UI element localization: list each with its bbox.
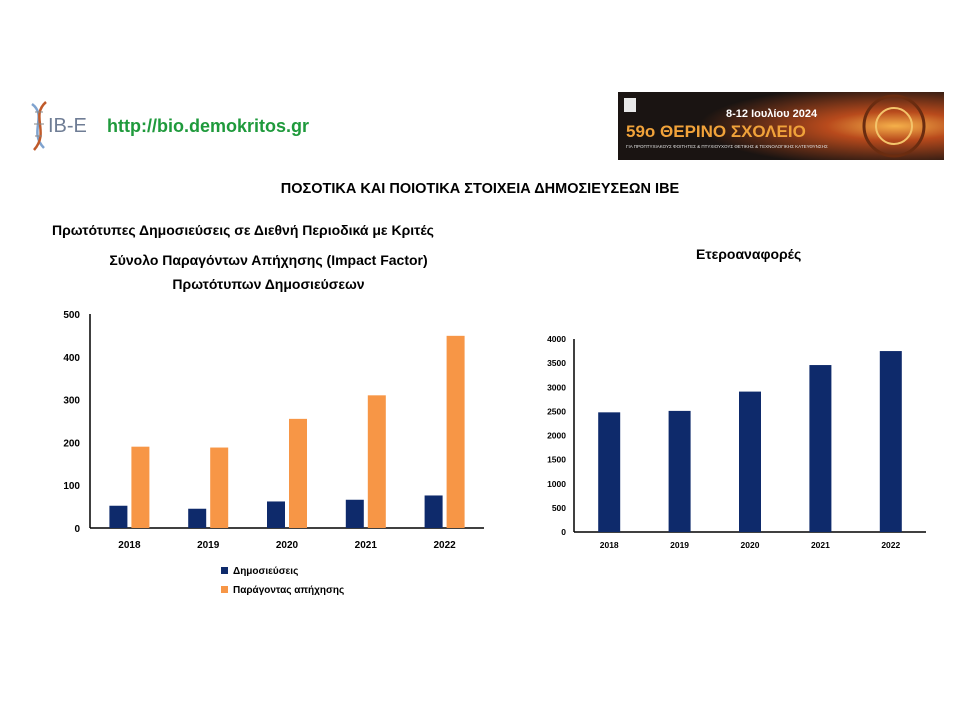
bar-citations (739, 391, 761, 532)
right-heading-citations: Ετεροαναφορές (696, 246, 802, 262)
bar-publications (345, 499, 364, 528)
summer-school-banner[interactable]: 8-12 Ιουλίου 2024 59ο ΘΕΡΙΝΟ ΣΧΟΛΕΙΟ ΓΙΑ… (618, 92, 944, 160)
x-tick-label: 2020 (741, 540, 760, 550)
page-title: ΠΟΣΟΤΙΚΑ ΚΑΙ ΠΟΙΟΤΙΚΑ ΣΤΟΙΧΕΙΑ ΔΗΜΟΣΙΕΥΣ… (280, 181, 680, 197)
x-tick-label: 2022 (881, 540, 900, 550)
x-tick-label: 2022 (433, 540, 456, 551)
banner-title: 59ο ΘΕΡΙΝΟ ΣΧΟΛΕΙΟ (626, 122, 806, 141)
bar-citations (668, 410, 691, 532)
y-tick-label: 2500 (547, 406, 566, 416)
x-tick-label: 2019 (670, 540, 689, 550)
x-tick-label: 2020 (276, 540, 299, 551)
bar-impact-factor (446, 335, 465, 528)
y-tick-label: 400 (63, 353, 80, 364)
legend-swatch (221, 586, 228, 593)
x-tick-label: 2021 (355, 540, 378, 551)
x-tick-label: 2018 (118, 540, 141, 551)
left-heading-impact-factor: Σύνολο Παραγόντων Απήχησης (Impact Facto… (109, 252, 428, 268)
legend-swatch (221, 567, 228, 574)
y-tick-label: 0 (74, 524, 80, 535)
x-tick-label: 2019 (197, 540, 220, 551)
legend-label: Δημοσιεύσεις (233, 566, 298, 577)
left-heading-publications: Πρωτότυπες Δημοσιεύσεις σε Διεθνή Περιοδ… (52, 222, 434, 238)
y-tick-label: 1000 (547, 479, 566, 489)
bar-impact-factor (131, 446, 150, 528)
x-tick-label: 2021 (811, 540, 830, 550)
y-tick-label: 3500 (547, 358, 566, 368)
bar-impact-factor (210, 447, 229, 528)
bar-citations (809, 365, 832, 532)
left-heading-original-publications: Πρωτότυπων Δημοσιεύσεων (172, 276, 365, 292)
y-tick-label: 4000 (547, 334, 566, 344)
bar-publications (188, 508, 207, 528)
y-tick-label: 3000 (547, 382, 566, 392)
y-tick-label: 100 (63, 481, 80, 492)
bar-publications (424, 495, 443, 528)
site-url-link[interactable]: http://bio.demokritos.gr (107, 116, 309, 136)
bar-impact-factor (367, 395, 386, 528)
bar-publications (109, 505, 128, 528)
y-tick-label: 300 (63, 396, 80, 407)
bar-citations (879, 351, 902, 532)
bar-citations (598, 412, 621, 532)
y-tick-label: 500 (63, 310, 80, 321)
x-tick-label: 2018 (600, 540, 619, 550)
ibe-logo: IB-E (31, 101, 87, 151)
y-tick-label: 500 (552, 503, 566, 513)
bar-impact-factor (289, 418, 307, 528)
y-tick-label: 2000 (547, 431, 566, 441)
banner-background (618, 92, 944, 160)
legend-label: Παράγοντας απήχησης (233, 585, 344, 596)
bar-publications (267, 501, 285, 528)
y-tick-label: 0 (561, 527, 566, 537)
banner-subtitle: ΓΙΑ ΠΡΟΠΤΥΧΙΑΚΟΥΣ ΦΟΙΤΗΤΕΣ & ΠΤΥΧΙΟΥΧΟΥΣ… (626, 144, 828, 149)
logo-text: IB-E (48, 115, 87, 137)
y-tick-label: 1500 (547, 455, 566, 465)
y-tick-label: 200 (63, 438, 80, 449)
banner-date: 8-12 Ιουλίου 2024 (726, 108, 818, 120)
